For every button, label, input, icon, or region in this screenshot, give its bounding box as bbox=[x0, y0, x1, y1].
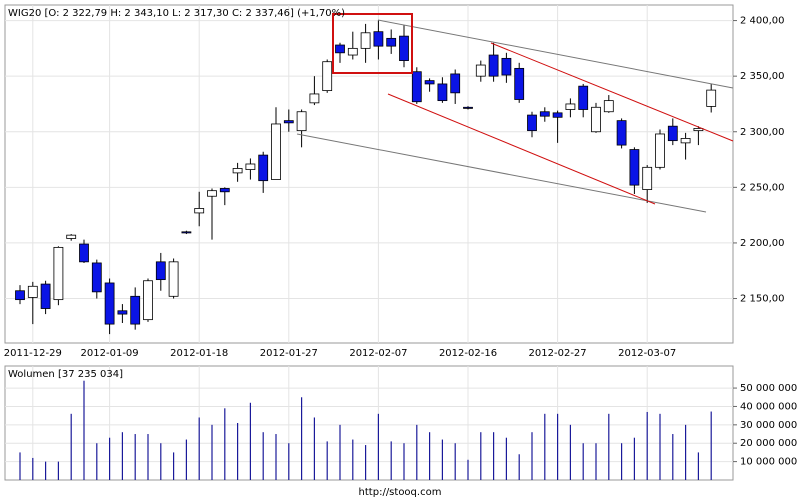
candle-body bbox=[117, 310, 128, 315]
candle-body bbox=[578, 85, 589, 110]
layer: 2 150,00 2 200,00 2 250,00 2 300,00 2 350,00… bbox=[4, 5, 797, 480]
candle-body bbox=[463, 106, 473, 109]
candle-body bbox=[53, 246, 64, 301]
x-tick-label: 2012-01-09 bbox=[81, 348, 139, 359]
candle-body bbox=[475, 64, 486, 77]
candle-body bbox=[591, 106, 601, 133]
y-tick-label: 2 350,00 bbox=[740, 71, 785, 82]
candle-body bbox=[565, 103, 576, 110]
candle-body bbox=[155, 261, 166, 281]
candle-body bbox=[322, 61, 333, 92]
candle-body bbox=[527, 114, 537, 132]
y-tick-label: 2 400,00 bbox=[740, 16, 785, 27]
candle-body bbox=[335, 44, 345, 54]
candle-body bbox=[603, 100, 614, 113]
y-tick-label: 10 000 000 bbox=[740, 457, 797, 468]
x-tick-label: 2012-02-16 bbox=[439, 348, 497, 359]
candle-body bbox=[667, 125, 678, 142]
candle-body bbox=[360, 32, 371, 49]
x-tick-label: 2012-03-07 bbox=[618, 348, 676, 359]
candle-body bbox=[450, 73, 461, 94]
candle-body bbox=[655, 133, 665, 168]
y-tick-label: 20 000 000 bbox=[740, 438, 797, 449]
candle-body bbox=[15, 290, 25, 301]
candle-body bbox=[501, 57, 512, 76]
candle-body bbox=[629, 149, 640, 186]
y-tick-label: 40 000 000 bbox=[740, 401, 797, 412]
candle-body bbox=[194, 208, 205, 214]
candle-body bbox=[411, 71, 422, 103]
price-panel bbox=[4, 4, 734, 344]
candle-body bbox=[283, 120, 294, 124]
y-tick-label: 2 250,00 bbox=[740, 182, 785, 193]
x-tick-label: 2011-12-29 bbox=[4, 348, 62, 359]
x-tick-label: 2012-01-18 bbox=[170, 348, 228, 359]
candle-body bbox=[552, 112, 563, 118]
candle-body bbox=[642, 166, 653, 190]
annotations bbox=[296, 13, 734, 213]
candle-body bbox=[79, 243, 89, 263]
candle-body bbox=[680, 138, 691, 144]
candle-body bbox=[168, 261, 179, 297]
x-tick-label: 2012-01-27 bbox=[260, 348, 318, 359]
trend-line bbox=[377, 19, 734, 89]
candle-body bbox=[424, 80, 435, 85]
trend-line bbox=[296, 133, 707, 213]
candle-body bbox=[386, 37, 397, 47]
x-tick-label: 2012-02-27 bbox=[529, 348, 587, 359]
candle-body bbox=[40, 283, 51, 309]
candle-body bbox=[258, 154, 269, 182]
candle-body bbox=[143, 280, 153, 321]
candle-body bbox=[27, 285, 38, 298]
candle-body bbox=[181, 231, 192, 234]
candle-body bbox=[91, 262, 102, 293]
candle-body bbox=[104, 282, 115, 325]
volume-title: Wolumen [37 235 034] bbox=[8, 369, 123, 380]
candle-body bbox=[130, 295, 141, 325]
candle-body bbox=[207, 190, 217, 197]
y-tick-label: 30 000 000 bbox=[740, 420, 797, 431]
candle-body bbox=[309, 93, 320, 104]
volume-panel bbox=[4, 365, 734, 481]
x-tick-label: 2012-02-07 bbox=[349, 348, 407, 359]
candle-body bbox=[296, 111, 307, 132]
candle-body bbox=[706, 89, 717, 107]
candle-body bbox=[373, 31, 384, 47]
candle-body bbox=[488, 54, 499, 77]
trend-line bbox=[387, 93, 656, 205]
candle-body bbox=[271, 123, 281, 180]
candle-body bbox=[232, 168, 243, 174]
trend-line bbox=[490, 42, 734, 142]
y-tick-label: 50 000 000 bbox=[740, 383, 797, 394]
candle-body bbox=[245, 163, 256, 170]
candle-body bbox=[219, 188, 230, 193]
footer: http://stooq.com bbox=[359, 487, 442, 498]
candle-body bbox=[347, 47, 358, 56]
y-tick-label: 2 300,00 bbox=[740, 127, 785, 138]
candle-body bbox=[66, 234, 77, 239]
candle-body bbox=[399, 35, 409, 61]
highlight-box bbox=[332, 13, 413, 74]
y-tick-label: 2 200,00 bbox=[740, 238, 785, 249]
chart-title: WIG20 [O: 2 322,79 H: 2 343,10 L: 2 317,… bbox=[8, 8, 345, 19]
candle-body bbox=[616, 120, 627, 146]
y-tick-label: 2 150,00 bbox=[740, 294, 785, 305]
candle-body bbox=[514, 67, 525, 100]
candle-body bbox=[539, 111, 550, 117]
candle-body bbox=[437, 83, 448, 102]
candle-body bbox=[693, 128, 704, 132]
